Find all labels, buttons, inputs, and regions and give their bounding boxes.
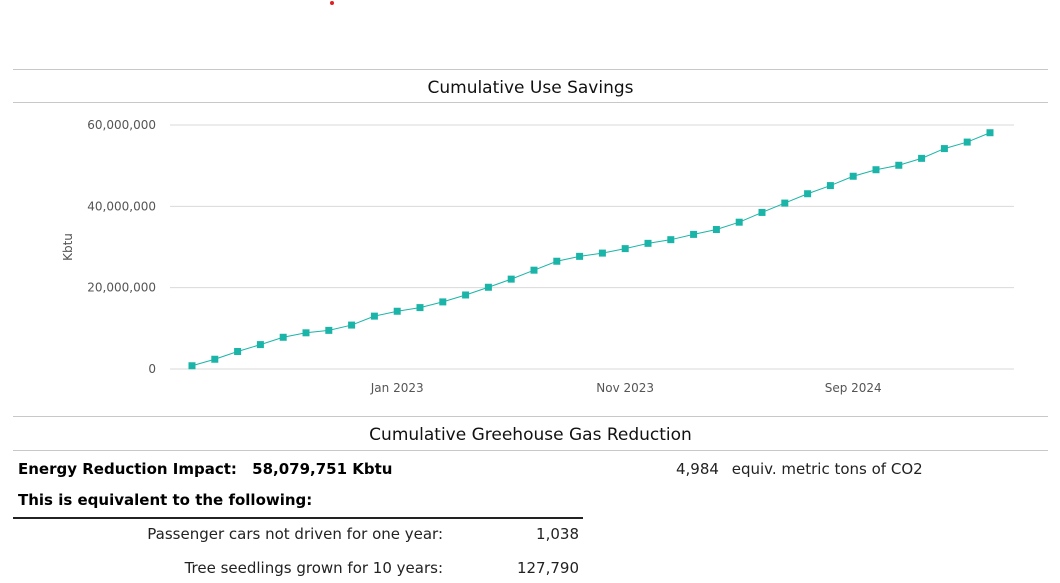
- data-point[interactable]: [804, 190, 812, 198]
- ghg-title-divider: [13, 450, 1048, 451]
- data-point[interactable]: [963, 138, 971, 146]
- x-axis-labels: Jan 2023 Nov 2023 Sep 2024: [370, 381, 882, 395]
- x-tick-label: Nov 2023: [596, 381, 654, 395]
- series-layer: [188, 129, 994, 370]
- data-point[interactable]: [735, 218, 743, 226]
- data-point[interactable]: [553, 257, 561, 265]
- y-tick-label: 20,000,000: [87, 281, 156, 295]
- y-axis-title: Kbtu: [61, 233, 75, 261]
- data-point[interactable]: [348, 321, 356, 329]
- equivalent-row-label: Tree seedlings grown for 10 years:: [184, 559, 443, 577]
- series-line: [191, 132, 991, 367]
- y-axis-labels: 0 20,000,000 40,000,000 60,000,000: [87, 118, 156, 376]
- cumulative-savings-chart: 0 20,000,000 40,000,000 60,000,000 Jan 2023…: [61, 118, 1014, 395]
- data-point[interactable]: [986, 129, 994, 137]
- data-point[interactable]: [416, 304, 424, 312]
- ghg-title: Cumulative Greehouse Gas Reduction: [369, 425, 692, 445]
- co2-equivalent: 4,984 equiv. metric tons of CO2: [676, 460, 931, 478]
- y-tick-label: 0: [148, 362, 156, 376]
- impact-value: 58,079,751 Kbtu: [252, 460, 393, 478]
- equivalent-heading: This is equivalent to the following:: [18, 491, 313, 509]
- equivalent-row-value: 1,038: [536, 525, 579, 543]
- data-point[interactable]: [370, 312, 378, 320]
- data-point[interactable]: [211, 355, 219, 363]
- data-point[interactable]: [188, 362, 196, 370]
- chart-title-divider: [13, 102, 1048, 103]
- data-point[interactable]: [576, 252, 584, 260]
- data-point[interactable]: [621, 245, 629, 253]
- chart-top-divider: [13, 69, 1048, 70]
- y-tick-label: 60,000,000: [87, 118, 156, 132]
- data-point[interactable]: [667, 236, 675, 244]
- y-tick-label: 40,000,000: [87, 199, 156, 213]
- data-point[interactable]: [781, 199, 789, 207]
- data-point[interactable]: [302, 329, 310, 337]
- data-point[interactable]: [279, 333, 287, 341]
- data-point[interactable]: [484, 283, 492, 291]
- data-point[interactable]: [462, 291, 470, 299]
- data-point[interactable]: [234, 348, 242, 356]
- data-point[interactable]: [826, 182, 834, 190]
- co2-unit: equiv. metric tons of CO2: [731, 460, 923, 478]
- data-point[interactable]: [758, 208, 766, 216]
- co2-value: 4,984: [676, 460, 719, 478]
- data-point[interactable]: [507, 275, 515, 283]
- x-tick-label: Sep 2024: [825, 381, 882, 395]
- data-point[interactable]: [325, 326, 333, 334]
- data-point[interactable]: [439, 298, 447, 306]
- x-tick-label: Jan 2023: [370, 381, 424, 395]
- grid-layer: [170, 124, 1014, 370]
- red-indicator-dot: [330, 1, 334, 5]
- energy-reduction-impact: Energy Reduction Impact: 58,079,751 Kbtu: [18, 460, 402, 478]
- data-point[interactable]: [940, 145, 948, 153]
- data-point[interactable]: [712, 226, 720, 234]
- data-point[interactable]: [530, 266, 538, 274]
- equivalent-row-value: 127,790: [516, 559, 579, 577]
- ghg-top-divider: [13, 416, 1048, 417]
- data-point[interactable]: [598, 249, 606, 257]
- equivalent-row-label: Passenger cars not driven for one year:: [147, 525, 443, 543]
- data-point[interactable]: [895, 161, 903, 169]
- impact-label: Energy Reduction Impact:: [18, 460, 237, 478]
- data-point[interactable]: [690, 230, 698, 238]
- equivalent-divider: [13, 517, 583, 519]
- data-point[interactable]: [872, 166, 880, 174]
- chart-title: Cumulative Use Savings: [427, 78, 634, 98]
- data-point[interactable]: [256, 341, 264, 349]
- data-point[interactable]: [644, 239, 652, 247]
- data-point[interactable]: [918, 154, 926, 162]
- data-point[interactable]: [393, 307, 401, 315]
- data-point[interactable]: [849, 172, 857, 180]
